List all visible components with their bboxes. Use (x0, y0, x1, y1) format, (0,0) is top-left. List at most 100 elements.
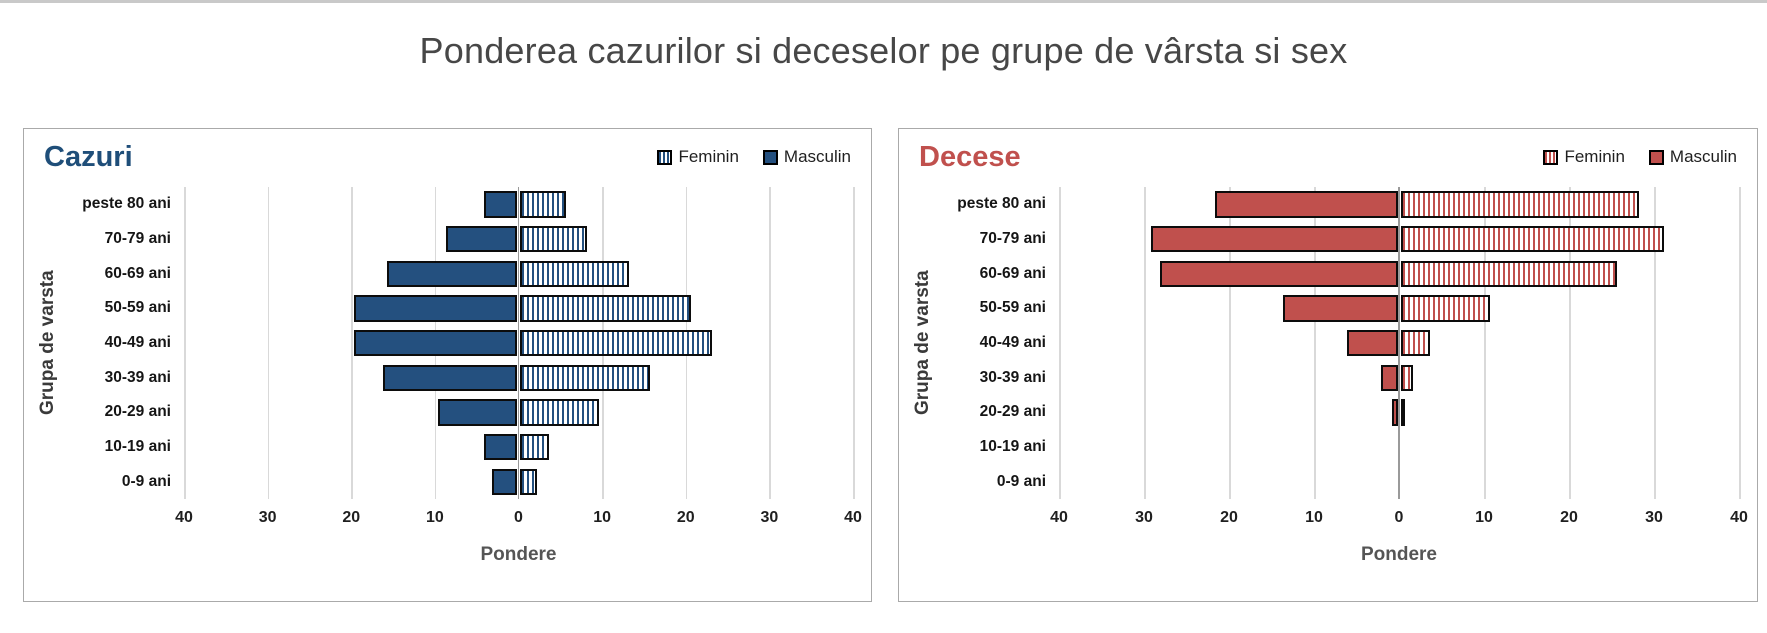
category-label: 70-79 ani (979, 230, 1046, 247)
bar-rows (184, 187, 853, 499)
cases-chart-header: Cazuri Feminin Masculin (24, 129, 871, 181)
bar-rows (1059, 187, 1739, 499)
bar-masculin (353, 329, 517, 357)
bar-feminin (1400, 399, 1405, 426)
pyramid-row (1059, 464, 1739, 499)
deaths-y-axis-title: Grupa de varsta (912, 270, 933, 416)
pyramid-row (1059, 395, 1739, 430)
bar-feminin (1400, 329, 1431, 357)
bar-masculin (1151, 225, 1398, 253)
deaths-chart-title: Decese (919, 141, 1021, 173)
x-tick-label: 10 (1475, 509, 1493, 526)
category-label: 40-49 ani (104, 334, 171, 352)
bar-masculin (1159, 260, 1398, 287)
category-label: 30-39 ani (979, 368, 1046, 386)
bar-masculin (353, 295, 517, 322)
bar-masculin (1282, 295, 1398, 322)
category-label: 0-9 ani (996, 472, 1046, 490)
pyramid-row (184, 256, 853, 291)
deaths-chart-header: Decese Feminin Masculin (899, 129, 1757, 181)
bar-masculin (1380, 364, 1398, 391)
cases-plot-area (184, 187, 855, 499)
x-tick-label: 30 (258, 509, 277, 526)
category-label: 20-29 ani (104, 403, 171, 421)
gridline (1314, 187, 1316, 499)
legend-label-feminin: Feminin (678, 147, 739, 166)
masculin-solid-swatch-icon (762, 149, 778, 165)
x-tick-label: 30 (760, 509, 779, 526)
bar-feminin (520, 399, 600, 426)
gridline (184, 187, 186, 499)
legend-item-feminin: Feminin (657, 147, 739, 167)
x-tick-label: 0 (1394, 509, 1404, 526)
pyramid-row (184, 430, 853, 465)
feminin-striped-swatch-icon (657, 149, 673, 165)
bar-feminin (520, 295, 692, 322)
category-label: 60-69 ani (979, 264, 1046, 282)
deaths-chart-panel: Decese Feminin Masculin Grupa de varsta … (898, 128, 1758, 602)
pyramid-row (1059, 187, 1739, 222)
center-axis-line (1398, 187, 1400, 499)
bar-feminin (520, 433, 550, 461)
bar-feminin (520, 191, 566, 218)
gridline (351, 187, 353, 499)
x-tick-label: 20 (1220, 509, 1238, 526)
legend-label-feminin: Feminin (1564, 147, 1625, 166)
category-label: 50-59 ani (104, 299, 171, 317)
legend-label-masculin: Masculin (1669, 147, 1737, 166)
category-label: peste 80 ani (957, 195, 1046, 213)
bar-masculin (483, 433, 517, 461)
bar-feminin (520, 364, 650, 391)
deaths-x-axis-ticks: 40 30 20 10 0 10 20 30 40 (1050, 499, 1748, 533)
bar-masculin (483, 191, 517, 218)
pyramid-row (1059, 430, 1739, 465)
cases-y-axis-title: Grupa de varsta (37, 270, 58, 416)
bar-masculin (437, 399, 517, 426)
bar-feminin (520, 225, 587, 253)
x-tick-label: 20 (676, 509, 695, 526)
x-tick-label: 40 (1050, 509, 1068, 526)
gridline (267, 187, 270, 499)
pyramid-row (1059, 291, 1739, 326)
category-label: 40-49 ani (979, 334, 1046, 352)
page-title: Ponderea cazurilor si deceselor pe grupe… (419, 30, 1348, 71)
x-tick-label: 10 (1305, 509, 1323, 526)
x-tick-label: 20 (342, 509, 361, 526)
deaths-plot-area (1059, 187, 1741, 499)
x-tick-label: 30 (1645, 509, 1663, 526)
category-label: 30-39 ani (104, 368, 171, 386)
page-top-border (0, 0, 1767, 3)
category-label: 70-79 ani (104, 230, 171, 247)
category-label: 10-19 ani (104, 438, 171, 456)
cases-x-axis-ticks: 40 30 20 10 0 10 20 30 40 (175, 499, 862, 533)
category-label: 10-19 ani (979, 438, 1046, 456)
cases-chart-canvas: Grupa de varsta peste 80 ani 70-79 ani 60-… (24, 181, 871, 601)
x-tick-label: 10 (425, 509, 444, 526)
bar-feminin (1400, 364, 1414, 391)
bar-feminin (1400, 260, 1618, 287)
pyramid-row (184, 222, 853, 257)
bar-masculin (1392, 399, 1398, 426)
bar-feminin (520, 468, 537, 495)
bar-masculin (383, 364, 517, 391)
x-tick-label: 40 (175, 509, 193, 526)
bar-masculin (1214, 191, 1398, 218)
x-tick-label: 0 (514, 509, 523, 526)
pyramid-row (1059, 256, 1739, 291)
pyramid-row (184, 291, 853, 326)
gridline (1654, 187, 1656, 499)
gridline (1484, 187, 1486, 499)
pyramid-row (184, 395, 853, 430)
bar-feminin (520, 260, 629, 287)
x-tick-label: 10 (593, 509, 612, 526)
legend-item-masculin: Masculin (1648, 147, 1737, 167)
bar-feminin (1400, 191, 1639, 218)
category-label: 60-69 ani (104, 264, 171, 282)
bar-masculin (445, 225, 517, 253)
gridline (1059, 187, 1061, 499)
feminin-striped-swatch-icon (1543, 149, 1559, 165)
legend-item-feminin: Feminin (1543, 147, 1625, 167)
category-label: peste 80 ani (82, 195, 171, 213)
cases-chart-title: Cazuri (44, 141, 133, 173)
x-tick-label: 40 (844, 509, 862, 526)
